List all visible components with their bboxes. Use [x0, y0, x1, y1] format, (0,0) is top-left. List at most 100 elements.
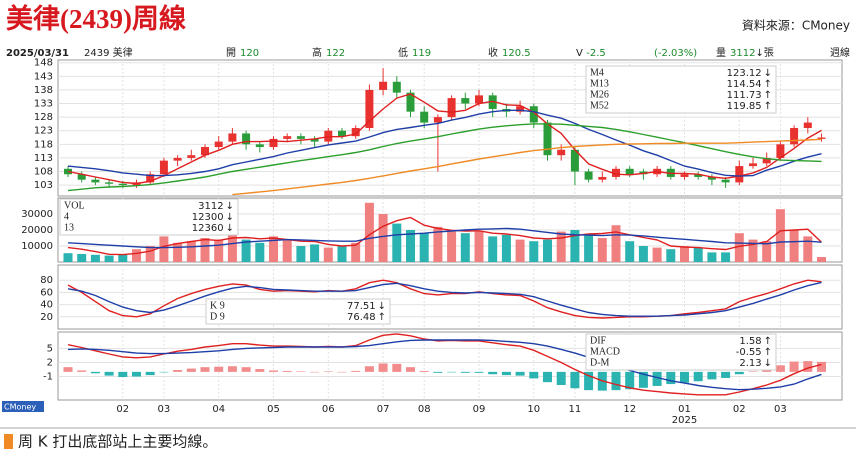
legend-value: 76.48 ↑ — [347, 312, 386, 323]
legend-arrow: ↑ — [764, 336, 772, 347]
legend-name: M13 — [590, 78, 609, 89]
y-tick-label: 40 — [40, 300, 53, 311]
bar — [693, 371, 703, 382]
bar — [762, 241, 772, 262]
bar — [159, 371, 169, 373]
candle-body — [625, 168, 634, 175]
info-item: (-2.03%) — [654, 48, 697, 59]
candle-body — [570, 149, 579, 172]
bar — [351, 242, 361, 262]
bar — [200, 238, 210, 262]
candle-body — [584, 171, 593, 180]
candle-body — [543, 122, 552, 156]
y-tick-label: 113 — [34, 153, 53, 164]
legend-value: 3112 ↓ — [198, 201, 234, 212]
candle-body — [255, 144, 264, 148]
candle-body — [694, 174, 703, 177]
bar — [90, 254, 100, 262]
legend-box — [205, 298, 391, 325]
bar — [515, 371, 525, 376]
candle-body — [310, 138, 319, 142]
bar — [721, 371, 731, 378]
legend-value: 111.73 ↑ — [727, 90, 772, 101]
bar — [227, 233, 237, 262]
bar — [392, 363, 402, 372]
bar — [378, 363, 388, 372]
bar — [310, 371, 320, 373]
panel — [57, 264, 843, 330]
bar — [269, 236, 278, 262]
bar — [159, 236, 169, 262]
bar — [680, 246, 689, 262]
bar — [241, 367, 251, 372]
legend-number: 76.48 — [347, 312, 376, 323]
candle-body — [461, 98, 470, 104]
candle-body — [283, 136, 292, 139]
bar — [460, 371, 470, 373]
candle-body — [707, 176, 716, 180]
line — [67, 279, 822, 319]
candle-body — [214, 141, 223, 148]
bar — [104, 371, 114, 376]
y-tick-label: 108 — [34, 167, 53, 178]
bar — [337, 246, 347, 262]
legend-value: -0.55 ↑ — [736, 347, 772, 358]
candle-body — [379, 81, 388, 90]
candle-body — [228, 133, 237, 142]
candle-body — [118, 183, 127, 186]
y-tick-label: 2 — [47, 357, 53, 368]
legend-arrow: ↑ — [764, 90, 772, 101]
candle-body — [365, 89, 374, 128]
legend-arrow: ↓ — [378, 301, 386, 312]
candle-body — [392, 81, 401, 93]
candle-body — [77, 174, 86, 180]
legend-value: 1.58 ↑ — [739, 336, 772, 347]
legend-arrow: ↓ — [226, 212, 234, 223]
bar — [803, 361, 813, 372]
legend-arrow: ↓ — [764, 358, 772, 369]
legend-arrow: ↑ — [764, 101, 772, 112]
info-label: V — [576, 48, 583, 59]
x-tick-label: 07 — [377, 404, 390, 415]
x-tick-label: 10 — [527, 404, 540, 415]
candle-body — [173, 157, 182, 161]
line — [67, 339, 822, 391]
legend-arrow: ↑ — [378, 312, 386, 323]
watermark-box — [2, 401, 44, 412]
legend-value: 12300 ↓ — [192, 212, 234, 223]
bar — [803, 236, 813, 262]
candle-body — [338, 130, 346, 137]
y-tick-label: 128 — [34, 112, 53, 123]
legend-number: 119.85 — [727, 101, 762, 112]
bar — [652, 371, 662, 386]
bar — [748, 239, 758, 262]
bar — [433, 371, 443, 373]
bar — [419, 370, 429, 372]
bar — [406, 230, 415, 262]
legend-number: 2.13 — [739, 358, 761, 369]
candle-body — [91, 179, 100, 183]
info-item: 低 119 — [398, 46, 431, 59]
bar — [186, 368, 196, 372]
legend-name: M4 — [590, 67, 604, 78]
legend-arrow: ↓ — [226, 201, 234, 212]
bar — [77, 254, 87, 262]
watermark: CMoney — [4, 403, 36, 412]
bar — [392, 223, 402, 262]
bar — [584, 234, 594, 262]
bar — [145, 371, 155, 376]
y-tick-label: 143 — [34, 71, 53, 82]
candle-body — [749, 163, 757, 167]
bar — [597, 238, 607, 262]
x-tick-label: 12 — [623, 404, 636, 415]
legend-value: 77.51 ↓ — [347, 301, 386, 312]
bar — [556, 371, 566, 385]
x-tick-label: 05 — [267, 404, 280, 415]
bar — [625, 371, 635, 390]
info-value: 3112 — [730, 48, 755, 59]
info-value: 120.5 — [502, 48, 531, 59]
bar — [63, 367, 73, 372]
candle-body — [735, 166, 744, 183]
candle-body — [475, 95, 483, 104]
bar — [296, 246, 306, 262]
